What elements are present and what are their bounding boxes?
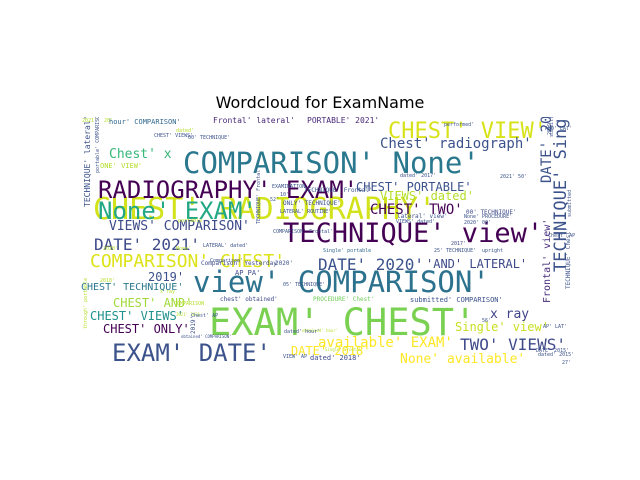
wordcloud-word: AND' LAT' <box>545 126 573 132</box>
wordcloud-word: obtained' hour' <box>302 328 339 333</box>
wordcloud-word: 2021' 2021' <box>176 312 203 317</box>
wordcloud-word: CHEST' RADIOGRAPHY' <box>93 192 437 227</box>
wordcloud-word: TWO' VIEWS' <box>460 335 566 354</box>
wordcloud-word: DATE' 2015' <box>536 348 570 354</box>
wordcloud-word: AP PA' <box>235 269 261 277</box>
wordcloud-word: CHEST' VIEWS' <box>90 309 184 323</box>
wordcloud-word: dated' 2018' <box>310 354 361 362</box>
wordcloud-word: CHEST' TECHNIQUE' <box>81 282 184 293</box>
wordcloud-word: portable' COMPARISON <box>95 117 101 173</box>
wordcloud-word: 2021' <box>82 118 98 124</box>
wordcloud-word: 56' <box>482 318 492 324</box>
wordcloud-word: x ray <box>160 289 176 295</box>
wordcloud-word: None' EXAM' <box>98 197 257 225</box>
wordcloud-word: 2020' 00' <box>464 220 492 226</box>
wordcloud-word: DATE' 2018' <box>291 344 371 358</box>
wordcloud-word: ONE' VIEW' <box>100 162 143 170</box>
wordcloud-word: EXAM' CHEST' <box>209 301 477 344</box>
wordcloud-word: CHEST' VIEW' <box>388 119 547 144</box>
wordcloud-word: TECHNIQUE' view' <box>283 218 544 249</box>
wordcloud-word: 52' <box>270 197 280 203</box>
chart-title: Wordcloud for ExamName <box>215 93 425 112</box>
wordcloud-word: Frontal' lateral' <box>213 117 295 125</box>
wordcloud-word: Chest' x <box>109 147 172 162</box>
wordcloud-word: 05' TECHNIQUE' <box>283 282 326 288</box>
wordcloud-word: ONLY' TECHNIQUE' <box>283 200 341 207</box>
wordcloud-word: Frontal' view' <box>542 218 553 303</box>
wordcloud-word: 'AND' LATERAL' <box>426 257 528 271</box>
wordcloud-word: TECHNIQUE' lateral' <box>83 117 92 207</box>
wordcloud-word: DATE' 2021' <box>94 235 200 254</box>
wordcloud-word: 27' <box>562 360 572 366</box>
wordcloud-word: chest' obtained' <box>220 296 278 303</box>
wordcloud-word: DATE' 2020' <box>318 255 424 274</box>
wordcloud-word: CHEST' VIEWS' <box>154 133 194 139</box>
wordcloud-word: 10' <box>280 192 290 198</box>
wordcloud-word: EXAMINATION <box>272 184 306 190</box>
wordcloud-word: Chest' radiograph' <box>380 136 532 152</box>
wordcloud-word: 2020' <box>103 246 119 252</box>
wordcloud-word: view' COMPARISON' <box>193 265 490 299</box>
wordcloud-word: dated' 2017' <box>400 173 437 179</box>
wordcloud-word: submitted <box>567 189 573 217</box>
wordcloud-word: None' <box>176 246 192 252</box>
wordcloud-word: 2020' <box>275 260 294 267</box>
wordcloud-word: EXAM' DATE' <box>112 339 271 365</box>
wordcloud-word: Single' Frontal' <box>325 347 364 352</box>
wordcloud-word: COMPARISON' None' <box>183 146 480 180</box>
wordcloud-word: dated' hour' <box>284 329 321 335</box>
wordcloud-word: VIEWS' dated' <box>396 219 436 225</box>
wordcloud-word: 00' TECHNIQUE' <box>466 209 517 216</box>
wordcloud-word: CHEST' AND' <box>113 296 193 310</box>
wordcloud-word: LATERAL' dated' <box>203 243 249 249</box>
wordcloud-word: Single' portable <box>323 248 372 254</box>
wordcloud-word: TECHNIQUE' Frontal' <box>304 187 373 194</box>
wordcloud-word: 2019' <box>148 270 185 284</box>
wordcloud-canvas: EXAM' CHEST' CHEST' RADIOGRAPHY' COMPARISO… <box>80 117 576 365</box>
wordcloud-word: VIEWS' COMPARISON' <box>109 219 250 234</box>
wordcloud-word: 2017' <box>451 241 467 247</box>
wordcloud-word: Comparison' <box>210 258 244 264</box>
wordcloud-word: Single' view' <box>455 320 549 334</box>
wordcloud-word: PORTABLE' 2021' <box>307 117 380 125</box>
wordcloud-word: dated' <box>176 128 195 134</box>
wordcloud-word: COMPARISON' Frontal' <box>273 229 334 235</box>
wordcloud-word: AP' LAT' <box>543 324 568 330</box>
wordcloud-word: CHEST' PORTABLE' <box>356 180 472 194</box>
wordcloud-word: COMPARISON <box>174 301 205 307</box>
wordcloud-word: 2019' <box>190 315 197 334</box>
wordcloud-word: None' PROCEDURE' <box>464 214 513 220</box>
wordcloud-word: x ray <box>490 307 530 322</box>
wordcloud-word: performed' <box>444 122 475 128</box>
wordcloud-word: None' available' <box>400 352 526 365</box>
wordcloud-word: submitted' COMPARISON' <box>410 296 503 304</box>
wordcloud-word: 00' TECHNIQUE' <box>188 135 231 141</box>
wordcloud-word: dated' 2015' <box>538 352 575 358</box>
wordcloud-word: VIEWS' dated' <box>380 189 474 203</box>
wordcloud-word: 2021' 50' <box>500 174 528 180</box>
wordcloud-word: LATERAL' ROUTINE' <box>280 209 332 215</box>
wordcloud-word: CHEST' TWO' <box>370 202 463 218</box>
wordcloud-word: available' EXAM' <box>318 335 453 351</box>
wordcloud-word: PROCEDURE' Chest' <box>313 296 375 303</box>
wordcloud-word: upright <box>482 248 504 254</box>
wordcloud-word: portable <box>178 218 203 224</box>
wordcloud-word: lateral' view' <box>397 213 448 220</box>
wordcloud-word: TECHNIQUE' Frontal' <box>256 166 262 224</box>
wordcloud-word: 25' TECHNIQUE' <box>434 248 477 254</box>
wordcloud-word: 2018' <box>100 278 116 284</box>
wordcloud-word: Comparison' Yesterday <box>201 260 277 267</box>
wordcloud-word: obtained' COMPARISON' <box>181 334 232 339</box>
wordcloud-word: CHEST' ONLY' <box>103 322 190 336</box>
wordcloud-word: hour' COMPARISON' <box>109 118 181 126</box>
wordcloud-word: 20' <box>104 118 114 124</box>
wordcloud-word: through' portable <box>83 277 89 329</box>
wordcloud-word: VIEW' AP <box>283 354 308 360</box>
wordcloud-word: COMPARISON' CHEST' <box>90 251 286 272</box>
wordcloud-word: RADIOGRAPHY' EXAM' <box>98 176 359 204</box>
wordcloud-word: Chest' AP <box>191 313 219 319</box>
wordcloud-word: Chest' AP <box>548 233 576 239</box>
